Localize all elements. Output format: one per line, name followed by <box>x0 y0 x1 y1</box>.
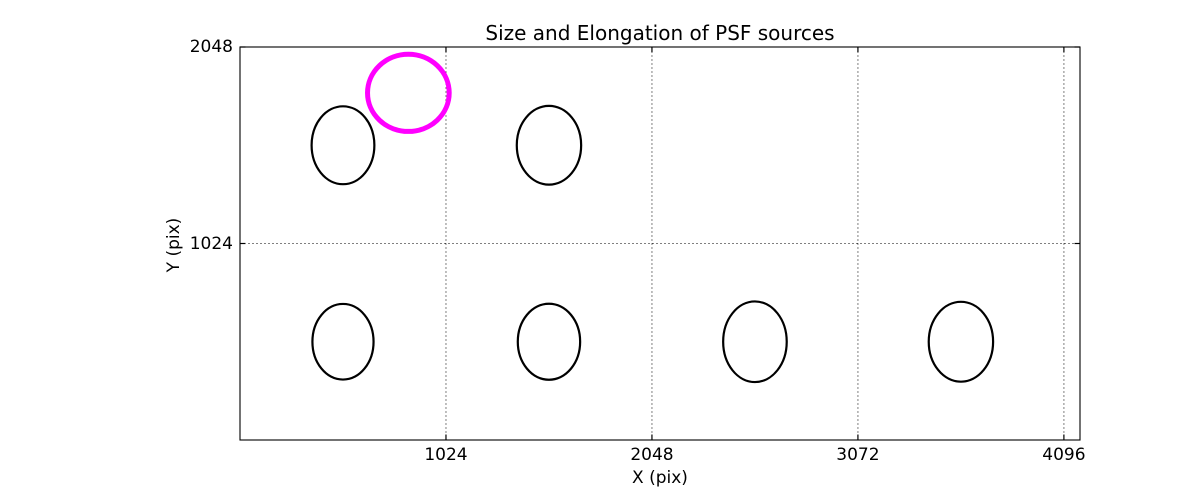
y-tick-label: 2048 <box>189 37 233 57</box>
axes-border <box>239 46 1081 441</box>
x-tick-label: 3072 <box>836 445 880 465</box>
x-tick-label: 1024 <box>424 445 468 465</box>
y-tick-label: 1024 <box>189 233 233 254</box>
psf-ellipse <box>927 300 995 383</box>
x-axis-label: X (pix) <box>632 468 688 488</box>
psf-ellipse <box>310 105 376 186</box>
psf-ellipse-highlight <box>365 51 452 134</box>
x-tick-label: 4096 <box>1042 445 1086 465</box>
psf-ellipse <box>515 104 583 186</box>
psf-ellipse <box>311 302 375 381</box>
y-axis-label: Y (pix) <box>164 217 184 273</box>
psf-ellipse <box>516 302 582 381</box>
chart-title: Size and Elongation of PSF sources <box>485 21 835 45</box>
x-tick-label: 2048 <box>630 445 674 465</box>
psf-ellipse <box>722 300 788 384</box>
